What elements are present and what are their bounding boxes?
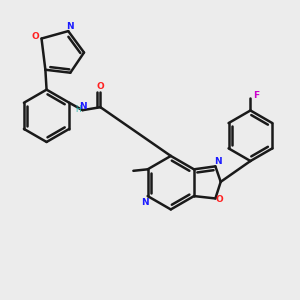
Text: N: N bbox=[66, 22, 74, 31]
Text: O: O bbox=[97, 82, 104, 91]
Text: H: H bbox=[76, 105, 81, 114]
Text: O: O bbox=[216, 195, 224, 204]
Text: N: N bbox=[141, 197, 149, 206]
Text: N: N bbox=[214, 158, 222, 166]
Text: O: O bbox=[31, 32, 39, 41]
Text: F: F bbox=[253, 91, 259, 100]
Text: N: N bbox=[79, 101, 86, 110]
